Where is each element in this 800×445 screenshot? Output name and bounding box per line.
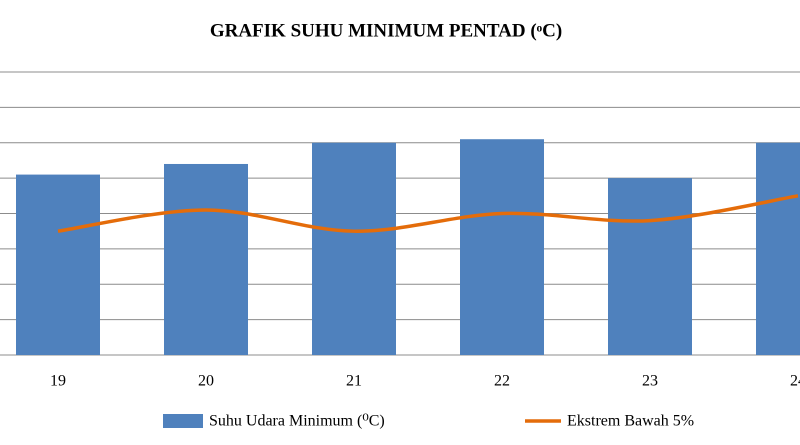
legend-label: Suhu Udara Minimum (⁰C) xyxy=(209,413,385,430)
x-tick-label: 23 xyxy=(642,373,658,390)
bar xyxy=(756,142,800,355)
x-tick-label: 21 xyxy=(346,373,362,390)
legend-swatch xyxy=(163,414,203,428)
x-tick-label: 24 xyxy=(790,373,800,390)
bar xyxy=(16,174,100,355)
bar xyxy=(312,142,396,355)
x-tick-label: 20 xyxy=(198,373,214,390)
legend-label: Ekstrem Bawah 5% xyxy=(567,413,694,430)
x-tick-label: 22 xyxy=(494,373,510,390)
bar xyxy=(460,139,544,355)
line xyxy=(57,194,799,233)
bar xyxy=(164,163,248,355)
chart-title: GRAFIK SUHU MINIMUM PENTAD (ᵒC) xyxy=(210,20,562,41)
bar xyxy=(608,178,692,355)
x-tick-label: 19 xyxy=(50,373,66,390)
